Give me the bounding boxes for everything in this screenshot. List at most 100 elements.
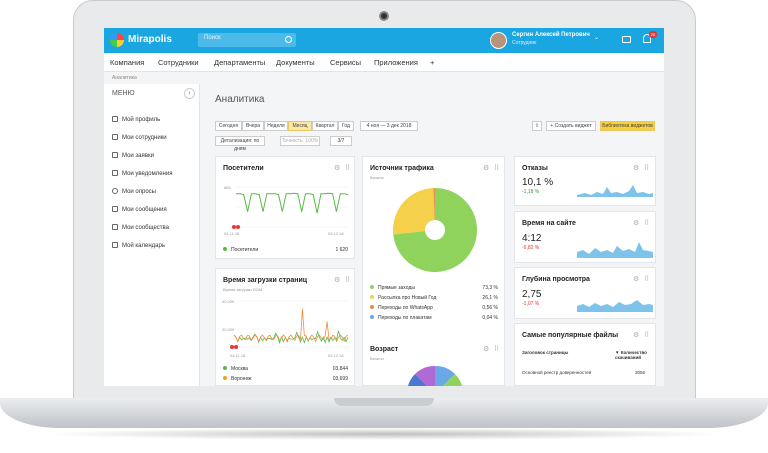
- gear-icon[interactable]: ⚙: [334, 277, 341, 284]
- sidebar-item-surveys[interactable]: Мои опросы: [112, 188, 156, 198]
- legend-swatch: [223, 366, 227, 370]
- traffic-source-widget: Источник трафика Визиты ⚙ ⠿ Прямые заход…: [362, 156, 505, 346]
- kpi-value: 4:12: [522, 233, 542, 244]
- legend-value: 03,699: [332, 376, 348, 382]
- x-tick-label: 04.11.18: [230, 353, 246, 358]
- sidebar-item-calendar[interactable]: Мой календарь: [112, 242, 165, 252]
- legend-value: 26,1 %: [482, 295, 498, 301]
- drag-handle-icon[interactable]: ⠿: [345, 165, 351, 172]
- y-tick-label: 40,000: [222, 299, 235, 304]
- sidebar-item-employees[interactable]: Мои сотрудники: [112, 134, 167, 144]
- widget-title: Время загрузки страниц: [223, 277, 308, 284]
- table-cell[interactable]: Основной реестр доверенностей: [522, 370, 592, 375]
- period-year-button[interactable]: Год: [338, 121, 354, 131]
- pie-slice: [415, 365, 435, 386]
- precision-select[interactable]: Точность: 100%: [280, 136, 320, 146]
- nav-item-add[interactable]: +: [430, 58, 435, 67]
- nav-item-departments[interactable]: Департаменты: [214, 58, 266, 67]
- sparkline: [577, 185, 653, 197]
- segments-select[interactable]: 3/7: [330, 136, 352, 146]
- gear-icon[interactable]: ⚙: [334, 165, 341, 172]
- drag-handle-icon[interactable]: ⠿: [644, 332, 650, 339]
- drag-handle-icon[interactable]: ⠿: [644, 165, 650, 172]
- widget-library-button[interactable]: Библиотека виджетов: [600, 121, 655, 131]
- legend-value: 73,3 %: [482, 285, 498, 291]
- widget-title: Время на сайте: [522, 220, 576, 227]
- y-tick-label: 865: [224, 185, 231, 190]
- top-bar: Mirapolis Поиск Сергин Алексей Петрович …: [104, 28, 664, 53]
- gear-icon[interactable]: ⚙: [633, 220, 640, 227]
- notification-badge: 20: [649, 31, 657, 38]
- gear-icon[interactable]: ⚙: [483, 165, 490, 172]
- gear-icon[interactable]: ⚙: [633, 332, 640, 339]
- nav-item-employees[interactable]: Сотрудники: [158, 58, 199, 67]
- legend-swatch: [223, 376, 227, 380]
- table-header[interactable]: Заголовок страницы: [522, 350, 569, 355]
- kpi-delta: -1,07 %: [522, 301, 540, 307]
- sidebar-item-label: Мои опросы: [122, 189, 156, 195]
- gear-icon[interactable]: ⚙: [633, 165, 640, 172]
- page-title: Аналитика: [215, 94, 265, 105]
- chevron-down-icon[interactable]: ⌄: [594, 35, 600, 41]
- drag-handle-icon[interactable]: ⠿: [494, 165, 500, 172]
- nav-item-apps[interactable]: Приложения: [374, 58, 418, 67]
- sidebar-item-profile[interactable]: Мой профиль: [112, 116, 160, 126]
- gear-icon[interactable]: ⚙: [633, 276, 640, 283]
- y-tick-label: 20,000: [222, 327, 235, 332]
- legend-label: Воронеж: [231, 376, 252, 382]
- table-header[interactable]: ▼ Количество скачиваний: [615, 350, 647, 360]
- search-icon[interactable]: [285, 36, 292, 43]
- popular-files-widget: Самые популярные файлы ⚙ ⠿ Заголовок стр…: [514, 323, 656, 386]
- age-pie-chart: [408, 365, 462, 386]
- page-depth-widget: Глубина просмотра ⚙ ⠿ 2,75 -1,07 %: [514, 267, 656, 319]
- laptop-notch: [334, 398, 434, 406]
- period-week-button[interactable]: Неделя: [264, 121, 288, 131]
- drag-handle-icon[interactable]: ⠿: [345, 277, 351, 284]
- period-quarter-button[interactable]: Квартал: [312, 121, 338, 131]
- widget-subtitle: Время загрузки DOM: [223, 287, 263, 292]
- period-yesterday-button[interactable]: Вчера: [242, 121, 264, 131]
- nav-item-company[interactable]: Компания: [110, 58, 145, 67]
- drag-handle-icon[interactable]: ⠿: [644, 220, 650, 227]
- period-today-button[interactable]: Сегодня: [215, 121, 242, 131]
- sidebar-item-communities[interactable]: Мои сообщества: [112, 224, 169, 234]
- export-icon[interactable]: ⇪: [532, 121, 542, 131]
- sidebar-item-messages[interactable]: Мои сообщения: [112, 206, 167, 216]
- widget-title: Возраст: [370, 346, 399, 353]
- drag-handle-icon[interactable]: ⠿: [644, 276, 650, 283]
- legend-swatch: [370, 285, 374, 289]
- gear-icon[interactable]: ⚙: [483, 346, 490, 353]
- legend-label: Переходы по плакатам: [378, 315, 432, 321]
- sidebar-item-notifications[interactable]: Мои уведомления: [112, 170, 172, 180]
- legend-swatch: [370, 305, 374, 309]
- period-month-button[interactable]: Месяц: [288, 121, 312, 131]
- create-widget-button[interactable]: + Создать виджет: [546, 121, 596, 131]
- card-icon[interactable]: [622, 36, 631, 43]
- breadcrumb[interactable]: Аналитика: [112, 75, 137, 81]
- x-tick-label: 03.12.18: [328, 353, 344, 358]
- legend-item: Прямые заходы 73,3 %: [370, 285, 498, 292]
- collapse-icon[interactable]: ‹: [184, 88, 195, 99]
- bell-icon[interactable]: [643, 34, 651, 43]
- drag-handle-icon[interactable]: ⠿: [494, 346, 500, 353]
- date-range-picker[interactable]: 4 ноя — 3 дек 2018: [360, 121, 418, 131]
- legend-item: Рассылка про Новый Год 26,1 %: [370, 295, 498, 302]
- legend-label: Прямые заходы: [378, 285, 415, 291]
- nav-item-services[interactable]: Сервисы: [330, 58, 362, 67]
- detail-select[interactable]: Детализация: по дням: [215, 136, 265, 152]
- sidebar-item-label: Мои уведомления: [122, 171, 173, 177]
- logo-icon[interactable]: [110, 33, 124, 47]
- search-input[interactable]: Поиск: [198, 33, 296, 47]
- nav-item-documents[interactable]: Документы: [276, 58, 315, 67]
- sidebar-item-requests[interactable]: Мои заявки: [112, 152, 154, 162]
- x-tick-label: 04.11.18: [224, 231, 240, 236]
- sparkline-area: [577, 242, 653, 258]
- avatar[interactable]: [490, 32, 507, 49]
- sidebar-item-label: Мои заявки: [122, 153, 154, 159]
- legend-value: 0,04 %: [482, 315, 498, 321]
- widget-title: Самые популярные файлы: [522, 332, 619, 339]
- traffic-pie-chart: [393, 187, 478, 272]
- user-name[interactable]: Сергин Алексей Петрович: [512, 32, 590, 38]
- widget-subtitle: Визиты: [370, 356, 384, 361]
- widget-title: Источник трафика: [370, 165, 434, 172]
